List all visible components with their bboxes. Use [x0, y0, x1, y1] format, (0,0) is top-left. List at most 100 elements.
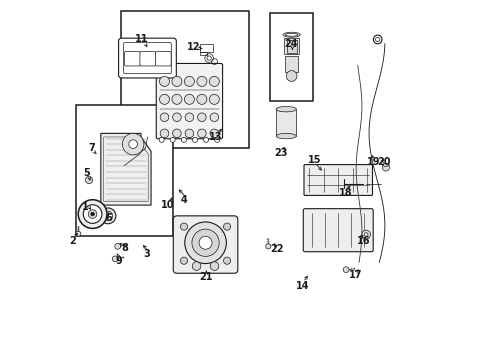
Bar — [287, 40, 296, 53]
Circle shape — [373, 35, 382, 44]
Circle shape — [172, 113, 181, 122]
Circle shape — [382, 164, 390, 171]
Ellipse shape — [383, 163, 389, 166]
FancyBboxPatch shape — [173, 216, 238, 273]
Circle shape — [266, 244, 271, 249]
Bar — [285, 39, 299, 54]
Circle shape — [170, 137, 175, 142]
Circle shape — [210, 262, 219, 270]
Circle shape — [185, 113, 194, 122]
Circle shape — [193, 137, 197, 142]
Bar — [276, 109, 296, 136]
Circle shape — [192, 229, 219, 256]
Text: 9: 9 — [115, 256, 122, 266]
Text: 10: 10 — [161, 200, 174, 210]
Circle shape — [223, 223, 231, 230]
Text: 14: 14 — [295, 281, 309, 291]
Text: 15: 15 — [308, 155, 321, 165]
Text: 11: 11 — [135, 34, 148, 44]
Circle shape — [129, 140, 137, 148]
Text: 20: 20 — [377, 157, 391, 167]
Circle shape — [100, 208, 116, 224]
Text: 5: 5 — [83, 168, 90, 178]
Circle shape — [122, 134, 144, 155]
Circle shape — [209, 76, 220, 86]
Bar — [122, 12, 248, 148]
FancyBboxPatch shape — [124, 51, 140, 66]
Circle shape — [215, 137, 220, 142]
Bar — [285, 56, 298, 72]
Circle shape — [83, 205, 102, 224]
Ellipse shape — [276, 134, 296, 139]
Circle shape — [184, 94, 195, 104]
Circle shape — [197, 76, 207, 86]
Text: 2: 2 — [70, 236, 76, 246]
Circle shape — [159, 137, 164, 142]
FancyBboxPatch shape — [156, 63, 222, 139]
Text: 23: 23 — [274, 148, 288, 158]
Circle shape — [197, 129, 206, 138]
Bar — [76, 105, 172, 235]
Circle shape — [85, 176, 93, 184]
Circle shape — [115, 243, 121, 249]
Circle shape — [172, 94, 182, 104]
Circle shape — [365, 233, 368, 236]
Text: 13: 13 — [209, 132, 222, 142]
Circle shape — [203, 137, 209, 142]
Text: 3: 3 — [143, 248, 150, 258]
Text: 24: 24 — [284, 39, 297, 49]
Bar — [200, 44, 213, 51]
Circle shape — [197, 94, 207, 104]
Text: 7: 7 — [88, 143, 95, 153]
Ellipse shape — [276, 107, 296, 112]
Circle shape — [286, 71, 297, 81]
FancyBboxPatch shape — [119, 38, 176, 78]
Circle shape — [88, 210, 97, 219]
Circle shape — [91, 212, 95, 216]
Circle shape — [160, 129, 169, 138]
Circle shape — [362, 230, 370, 239]
FancyBboxPatch shape — [304, 165, 372, 195]
Circle shape — [184, 76, 195, 86]
FancyBboxPatch shape — [140, 51, 156, 66]
Circle shape — [375, 37, 380, 41]
Text: 21: 21 — [199, 272, 212, 282]
Text: 16: 16 — [357, 236, 370, 246]
Circle shape — [75, 231, 81, 237]
Circle shape — [210, 113, 219, 122]
Text: 12: 12 — [187, 42, 201, 52]
Bar — [200, 51, 207, 55]
Circle shape — [185, 222, 226, 264]
Circle shape — [180, 257, 188, 264]
Circle shape — [103, 211, 113, 221]
Text: 17: 17 — [349, 270, 363, 280]
Circle shape — [78, 200, 107, 228]
Circle shape — [197, 113, 206, 122]
Circle shape — [160, 113, 169, 122]
Bar — [270, 13, 313, 101]
Ellipse shape — [285, 33, 298, 36]
Circle shape — [199, 236, 212, 249]
Text: 8: 8 — [122, 243, 128, 253]
Circle shape — [112, 256, 118, 262]
Text: 18: 18 — [339, 188, 352, 198]
Ellipse shape — [283, 32, 300, 37]
Polygon shape — [101, 134, 151, 205]
Circle shape — [185, 129, 194, 138]
FancyBboxPatch shape — [303, 209, 373, 252]
Text: 4: 4 — [181, 195, 187, 205]
Circle shape — [172, 129, 181, 138]
FancyBboxPatch shape — [155, 51, 171, 66]
Text: 22: 22 — [270, 244, 284, 254]
Circle shape — [181, 137, 186, 142]
Circle shape — [192, 262, 201, 270]
Text: 1: 1 — [82, 202, 89, 212]
Text: 6: 6 — [105, 213, 112, 222]
Circle shape — [159, 76, 170, 86]
Text: 19: 19 — [367, 157, 380, 167]
Circle shape — [223, 257, 231, 264]
Circle shape — [172, 76, 182, 86]
Circle shape — [207, 56, 211, 60]
Circle shape — [209, 94, 220, 104]
Circle shape — [180, 223, 188, 230]
